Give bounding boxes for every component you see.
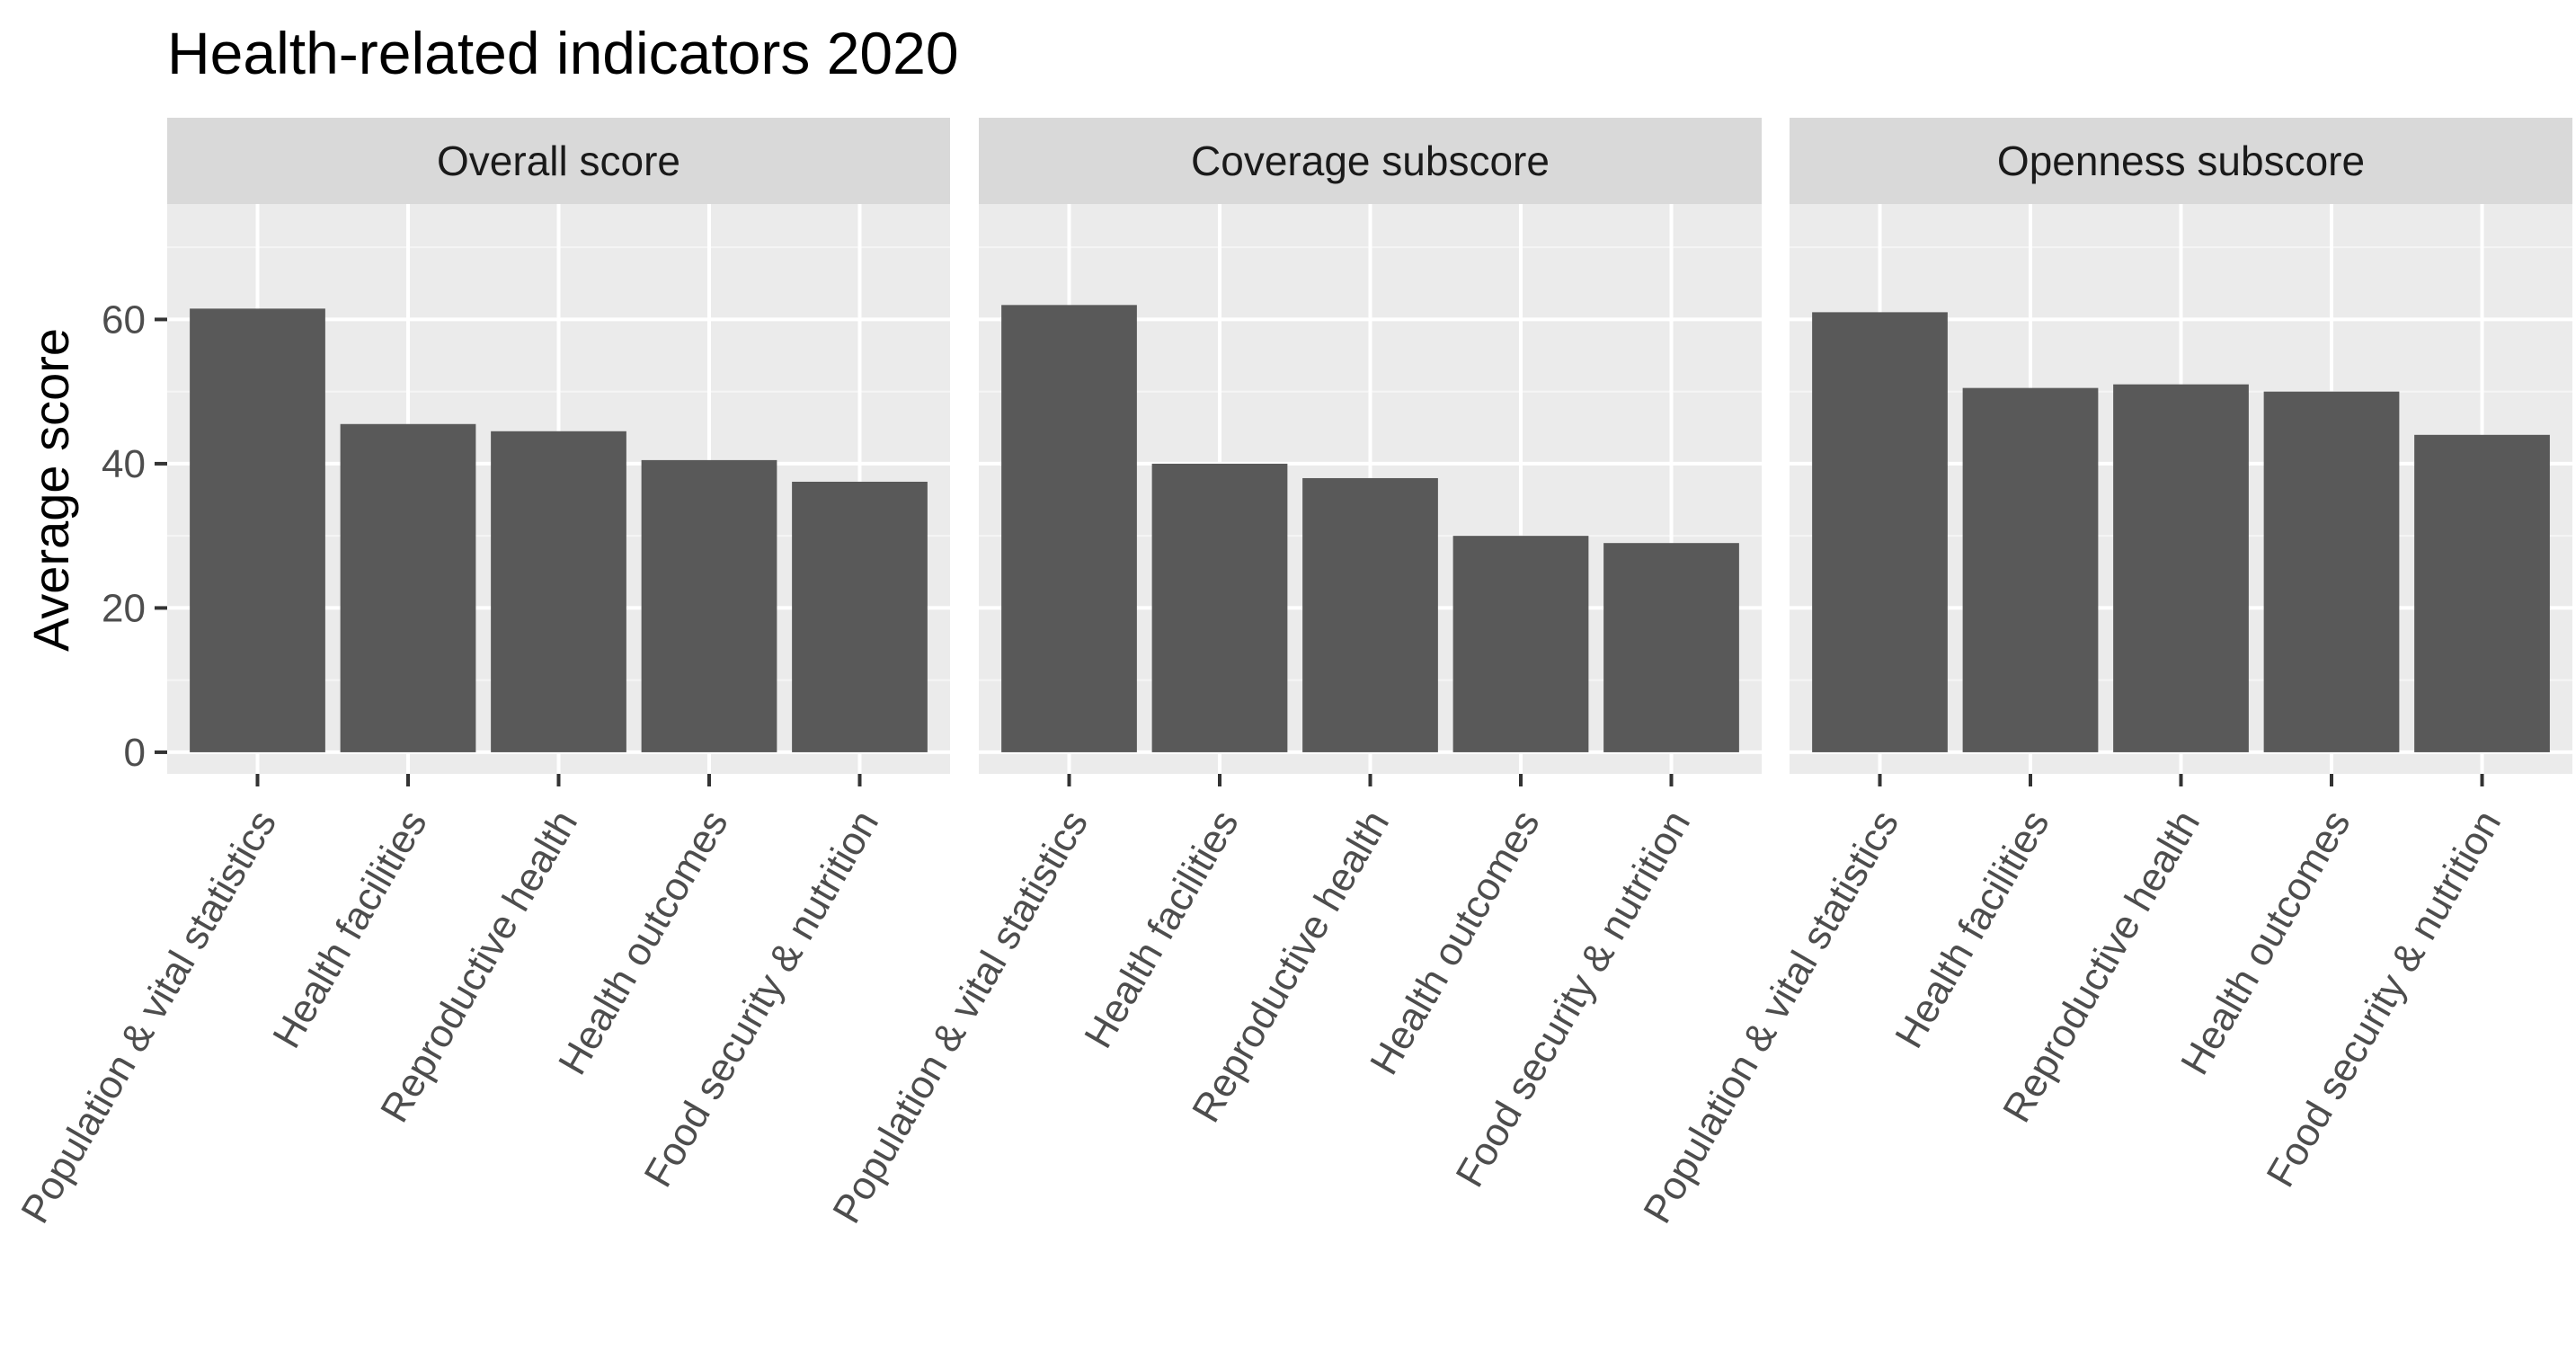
facet-strip [167,118,950,204]
y-tick-label: 20 [102,586,146,630]
y-tick-label: 60 [102,298,146,342]
bar [2414,434,2550,752]
facet-panels: Overall score Population & vital statisti… [13,118,2572,1230]
x-tick-label: Health outcomes [2172,804,2359,1082]
facet-panel: Coverage subscore Population & vital stat… [824,118,1762,1230]
bar [1302,477,1438,752]
bar [1812,312,1948,752]
facet-panel: Overall score Population & vital statisti… [13,118,950,1230]
bar [1151,463,1288,752]
facet-strip-label: Openness subscore [1997,138,2365,184]
facet-strip-label: Overall score [437,138,680,184]
bar [340,423,476,752]
x-tick-label: Population & vital statistics [824,804,1097,1231]
facet-strip-label: Coverage subscore [1191,138,1550,184]
chart-title: Health-related indicators 2020 [167,20,959,86]
x-tick-label: Population & vital statistics [1635,804,1907,1231]
facet-strip [979,118,1762,204]
bar [1603,543,1739,752]
bar [491,431,626,752]
bar [1962,387,2099,752]
x-tick-label: Health facilities [264,804,435,1056]
facet-panel: Openness subscore Population & vital stat… [1635,118,2572,1230]
bar [2263,391,2400,752]
x-tick-label: Health outcomes [550,804,737,1082]
bar [1001,305,1137,752]
x-tick-label: Health facilities [1076,804,1247,1056]
bar [190,308,325,752]
y-tick-label: 0 [124,731,146,775]
y-axis-label: Average score [22,328,79,652]
y-tick-label: 40 [102,442,146,486]
bar [2113,384,2249,752]
bar [641,459,777,752]
x-tick-label: Population & vital statistics [13,804,285,1231]
facet-strip [1790,118,2572,204]
bar [792,481,928,752]
x-tick-label: Health facilities [1887,804,2057,1056]
x-tick-label: Health outcomes [1362,804,1549,1082]
bar [1452,536,1589,752]
